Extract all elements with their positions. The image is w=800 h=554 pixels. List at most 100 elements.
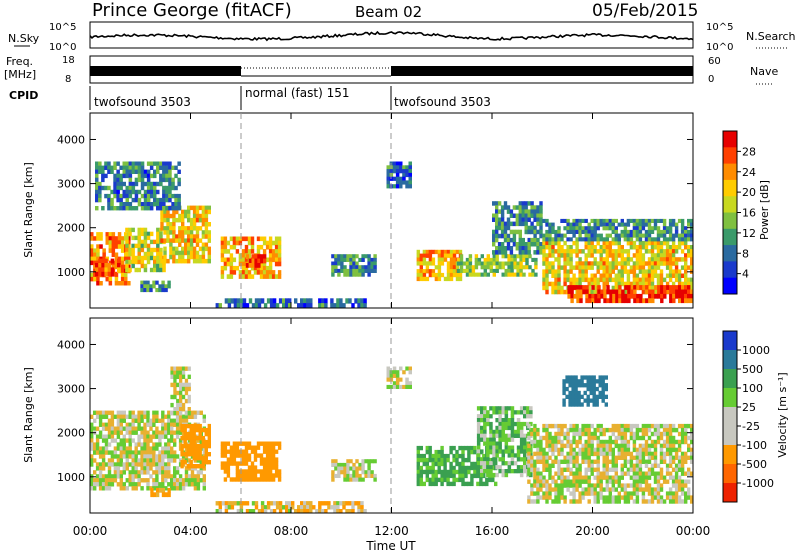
- heatmap-cell: [187, 466, 192, 471]
- heatmap-cell: [539, 233, 543, 239]
- heatmap-cell: [536, 242, 540, 247]
- heatmap-cell: [577, 383, 581, 388]
- heatmap-cell: [443, 477, 447, 483]
- heatmap-cell: [125, 239, 129, 245]
- heatmap-cell: [90, 478, 94, 483]
- heatmap-cell: [250, 449, 255, 454]
- heatmap-cell: [568, 402, 572, 407]
- heatmap-cell: [156, 202, 160, 207]
- heatmap-cell: [523, 433, 527, 438]
- heatmap-cell: [650, 257, 655, 262]
- heatmap-cell: [114, 260, 119, 266]
- heatmap-cell: [153, 259, 157, 265]
- heatmap-cell: [137, 227, 141, 233]
- heatmap-cell: [662, 459, 667, 464]
- heatmap-cell: [333, 501, 337, 506]
- heatmap-cell: [146, 202, 151, 207]
- heatmap-cell: [386, 373, 390, 378]
- heatmap-cell: [578, 229, 582, 234]
- heatmap-cell: [354, 501, 358, 506]
- heatmap-cell: [491, 461, 495, 467]
- heatmap-cell: [187, 254, 191, 260]
- heatmap-cell: [492, 457, 496, 462]
- heatmap-cell: [519, 425, 524, 431]
- heatmap-cell: [361, 477, 365, 482]
- heatmap-cell: [170, 366, 174, 371]
- heatmap-cell: [512, 242, 517, 247]
- heatmap-cell: [422, 253, 427, 258]
- heatmap-cell: [656, 427, 661, 433]
- heatmap-cell: [140, 454, 144, 459]
- heatmap-cell: [111, 232, 116, 237]
- heatmap-cell: [204, 213, 209, 219]
- heatmap-cell: [569, 439, 573, 445]
- heatmap-cell: [146, 243, 151, 249]
- heatmap-cell: [480, 261, 484, 266]
- heatmap-cell: [563, 499, 567, 504]
- heatmap-cell: [226, 249, 231, 254]
- heatmap-cell: [110, 169, 114, 174]
- heatmap-cell: [127, 256, 131, 262]
- heatmap-cell: [367, 261, 371, 266]
- heatmap-cell: [483, 465, 487, 470]
- heatmap-cell: [318, 509, 322, 514]
- heatmap-cell: [684, 229, 688, 234]
- heatmap-cell: [560, 459, 564, 464]
- heatmap-cell: [516, 421, 521, 427]
- heatmap-cell: [545, 427, 549, 433]
- heatmap-cell: [331, 268, 335, 273]
- heatmap-cell: [690, 237, 694, 242]
- heatmap-cell: [510, 268, 514, 273]
- heatmap-cell: [153, 202, 157, 207]
- heatmap-cell: [620, 431, 624, 437]
- heatmap-cell: [165, 177, 169, 183]
- heatmap-cell: [596, 261, 600, 266]
- heatmap-cell: [107, 430, 112, 435]
- heatmap-cell: [452, 457, 456, 463]
- heatmap-cell: [254, 501, 259, 506]
- heatmap-cell: [399, 366, 403, 371]
- heatmap-cell: [551, 499, 555, 504]
- heatmap-cell: [533, 467, 537, 472]
- heatmap-cell: [116, 185, 120, 191]
- heatmap-cell: [572, 240, 576, 246]
- heatmap-cell: [153, 263, 157, 269]
- heatmap-cell: [149, 267, 154, 273]
- heatmap-cell: [93, 450, 97, 455]
- heatmap-cell: [504, 449, 509, 454]
- heatmap-cell: [184, 246, 188, 252]
- heatmap-cell: [113, 430, 118, 435]
- colorbar-tick-label: -100: [742, 439, 767, 452]
- heatmap-cell: [483, 457, 487, 462]
- heatmap-cell: [629, 491, 634, 496]
- heatmap-cell: [285, 303, 289, 309]
- heatmap-cell: [596, 249, 600, 254]
- heatmap-cell: [167, 418, 171, 423]
- heatmap-cell: [256, 270, 261, 275]
- freq-bar-segment-2: [391, 66, 693, 76]
- heatmap-cell: [557, 240, 561, 246]
- heatmap-cell: [149, 284, 153, 289]
- heatmap-cell: [557, 265, 561, 270]
- heatmap-cell: [437, 269, 442, 274]
- heatmap-cell: [180, 464, 184, 469]
- heatmap-cell: [143, 430, 147, 435]
- heatmap-cell: [635, 281, 640, 287]
- heatmap-cell: [536, 229, 540, 235]
- heatmap-cell: [464, 445, 468, 451]
- heatmap-cell: [495, 201, 499, 206]
- heatmap-cell: [662, 249, 667, 254]
- heatmap-cell: [565, 386, 569, 392]
- heatmap-cell: [510, 457, 515, 462]
- heatmap-cell: [204, 205, 209, 211]
- heatmap-cell: [263, 505, 268, 510]
- heatmap-cell: [162, 161, 166, 166]
- heatmap-cell: [140, 243, 145, 249]
- heatmap-cell: [497, 246, 502, 251]
- heatmap-cell: [486, 445, 490, 450]
- heatmap-cell: [492, 254, 496, 259]
- heatmap-cell: [416, 269, 420, 274]
- heatmap-cell: [122, 410, 126, 415]
- heatmap-cell: [524, 205, 528, 210]
- heatmap-cell: [168, 173, 172, 179]
